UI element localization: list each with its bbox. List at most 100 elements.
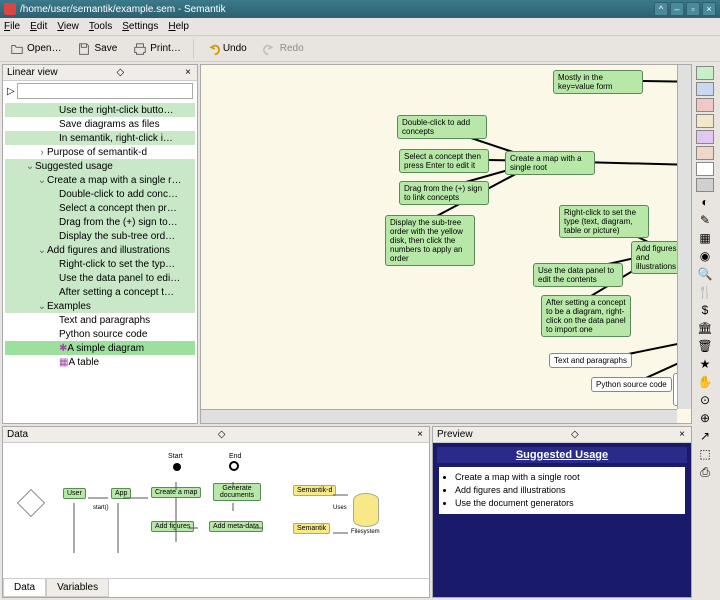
tree-item[interactable]: In semantik, right-click i…: [5, 131, 195, 145]
sidebar-tool-icon[interactable]: ↗: [696, 428, 714, 444]
d-addmeta: Add meta-data: [209, 521, 263, 532]
panel-close-icon[interactable]: ×: [677, 429, 687, 440]
window-close-button[interactable]: ×: [702, 2, 716, 16]
undo-button[interactable]: Undo: [202, 40, 251, 58]
mindmap-node[interactable]: Use the data panel to edit the contents: [533, 263, 623, 287]
end-label: End: [229, 453, 241, 460]
menu-file[interactable]: File: [4, 21, 20, 32]
toolbar: Open… Save Print… Undo Redo: [0, 36, 720, 62]
data-canvas[interactable]: Start End User App Create a map Generate…: [3, 443, 429, 578]
tree-item[interactable]: After setting a concept t…: [5, 285, 195, 299]
db-shape: [353, 493, 379, 527]
decision-shape: [17, 489, 45, 517]
tree-item[interactable]: Display the sub-tree ord…: [5, 229, 195, 243]
data-panel-title: Data: [7, 429, 28, 440]
preview-title: Suggested Usage: [437, 447, 687, 463]
window-maximize-button[interactable]: ▫: [686, 2, 700, 16]
d-create: Create a map: [151, 487, 201, 498]
mindmap-node[interactable]: Display the sub-tree order with the yell…: [385, 215, 475, 266]
mindmap-node[interactable]: Mostly in the key=value form: [553, 70, 643, 94]
menu-edit[interactable]: Edit: [30, 21, 47, 32]
menu-view[interactable]: View: [57, 21, 79, 32]
sidebar-tool-icon[interactable]: 🍴: [696, 284, 714, 300]
sidebar-tool-icon[interactable]: ⬚: [696, 446, 714, 462]
tree-item[interactable]: Save diagrams as files: [5, 117, 195, 131]
window-minimize-button[interactable]: –: [670, 2, 684, 16]
mindmap-node[interactable]: Right-click to set the type (text, diagr…: [559, 205, 649, 238]
preview-item: Use the document generators: [455, 497, 669, 510]
color-swatch[interactable]: [696, 66, 714, 80]
tree-view[interactable]: Use the right-click butto…Save diagrams …: [3, 101, 197, 423]
menu-tools[interactable]: Tools: [89, 21, 112, 32]
mindmap-node[interactable]: Select a concept then press Enter to edi…: [399, 149, 489, 173]
tree-item[interactable]: ⌄Suggested usage: [5, 159, 195, 173]
tree-item[interactable]: Python source code: [5, 327, 195, 341]
tree-item[interactable]: Right-click to set the typ…: [5, 257, 195, 271]
mindmap-node[interactable]: After setting a concept to be a diagram,…: [541, 295, 631, 337]
sidebar-tool-icon[interactable]: $: [696, 302, 714, 318]
tree-item[interactable]: Select a concept then pr…: [5, 201, 195, 215]
data-panel: Data ◇ × Start End User App Create a map G…: [2, 426, 430, 598]
sidebar-tool-icon[interactable]: ✋: [696, 374, 714, 390]
sidebar-tool-icon[interactable]: 🔍: [696, 266, 714, 282]
tree-item[interactable]: Text and paragraphs: [5, 313, 195, 327]
sidebar-tool-icon[interactable]: ◉: [696, 248, 714, 264]
color-swatch[interactable]: [696, 130, 714, 144]
panel-float-icon[interactable]: ◇: [216, 429, 228, 440]
sidebar-tool-icon[interactable]: ✎: [696, 212, 714, 228]
mindmap-node[interactable]: Drag from the (+) sign to link concepts: [399, 181, 489, 205]
color-swatch[interactable]: [696, 178, 714, 192]
tree-item[interactable]: ›Purpose of semantik-d: [5, 145, 195, 159]
tab-variables[interactable]: Variables: [46, 579, 109, 597]
redo-button[interactable]: Redo: [259, 40, 308, 58]
menu-help[interactable]: Help: [168, 21, 189, 32]
mindmap-canvas[interactable]: Semantik manualMostly in the key=value f…: [201, 65, 691, 423]
tree-item[interactable]: Drag from the (+) sign to…: [5, 215, 195, 229]
open-button[interactable]: Open…: [6, 40, 65, 58]
tree-item[interactable]: Double-click to add conc…: [5, 187, 195, 201]
color-swatch[interactable]: [696, 114, 714, 128]
titlebar: /home/user/semantik/example.sem - Semant…: [0, 0, 720, 18]
canvas-panel: Semantik manualMostly in the key=value f…: [200, 64, 692, 424]
tree-item[interactable]: Use the right-click butto…: [5, 103, 195, 117]
start-label: Start: [168, 453, 183, 460]
save-button[interactable]: Save: [73, 40, 121, 58]
tree-item[interactable]: ⌄Examples: [5, 299, 195, 313]
sidebar-tool-icon[interactable]: ⊙: [696, 392, 714, 408]
mindmap-node[interactable]: Python source code: [591, 377, 672, 392]
color-swatch[interactable]: [696, 98, 714, 112]
color-swatch[interactable]: [696, 146, 714, 160]
print-button[interactable]: Print…: [129, 40, 185, 58]
canvas-scrollbar-v[interactable]: [677, 65, 691, 409]
sidebar-tool-icon[interactable]: 🗑: [696, 338, 714, 354]
filter-input[interactable]: [17, 83, 193, 99]
sidebar-tool-icon[interactable]: ★: [696, 356, 714, 372]
d-app: App: [111, 488, 131, 499]
tree-item[interactable]: ⌄Add figures and illustrations: [5, 243, 195, 257]
window-up-button[interactable]: ^: [654, 2, 668, 16]
sidebar-tool-icon[interactable]: 🏛: [696, 320, 714, 336]
tree-item[interactable]: ▦ A table: [5, 355, 195, 369]
panel-float-icon[interactable]: ◇: [569, 429, 581, 440]
tree-item[interactable]: ✱ A simple diagram: [5, 341, 195, 355]
mindmap-node[interactable]: Text and paragraphs: [549, 353, 632, 368]
sidebar-tool-icon[interactable]: ⊕: [696, 410, 714, 426]
menubar: File Edit View Tools Settings Help: [0, 18, 720, 36]
tab-data[interactable]: Data: [3, 579, 46, 597]
color-swatch[interactable]: [696, 162, 714, 176]
canvas-scrollbar-h[interactable]: [201, 409, 677, 423]
mindmap-node[interactable]: Double-click to add concepts: [397, 115, 487, 139]
panel-float-icon[interactable]: ◇: [115, 67, 127, 78]
sidebar-tool-icon[interactable]: ⎙: [696, 464, 714, 480]
preview-item: Add figures and illustrations: [455, 484, 669, 497]
tree-item[interactable]: ⌄Create a map with a single r…: [5, 173, 195, 187]
panel-close-icon[interactable]: ×: [183, 67, 193, 78]
tree-item[interactable]: Use the data panel to edi…: [5, 271, 195, 285]
sidebar-tool-icon[interactable]: ▦: [696, 230, 714, 246]
sidebar-tool-icon[interactable]: ◐: [696, 194, 714, 210]
panel-close-icon[interactable]: ×: [415, 429, 425, 440]
preview-panel: Preview◇× Suggested Usage Create a map w…: [432, 426, 692, 598]
menu-settings[interactable]: Settings: [122, 21, 158, 32]
mindmap-node[interactable]: Create a map with a single root: [505, 151, 595, 175]
color-swatch[interactable]: [696, 82, 714, 96]
